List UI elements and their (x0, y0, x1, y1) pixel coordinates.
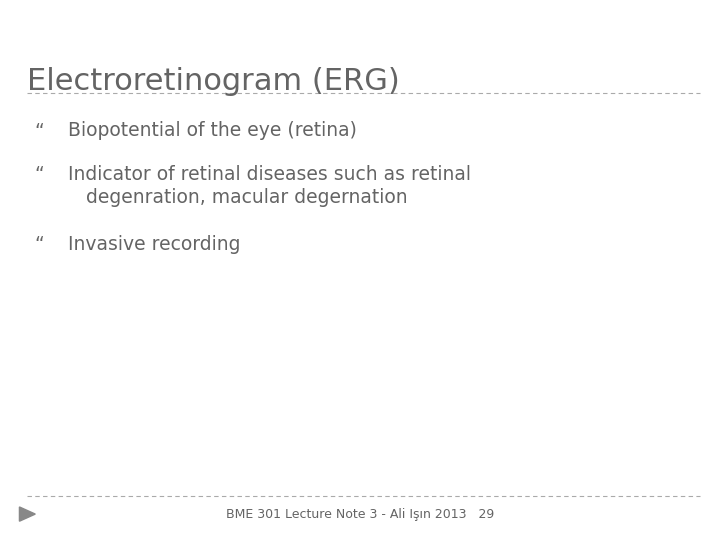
Text: “: “ (35, 235, 44, 254)
Text: Electroretinogram (ERG): Electroretinogram (ERG) (27, 68, 400, 97)
Text: Indicator of retinal diseases such as retinal
   degenration, macular degernatio: Indicator of retinal diseases such as re… (68, 165, 472, 207)
Text: BME 301 Lecture Note 3 - Ali Işın 2013   29: BME 301 Lecture Note 3 - Ali Işın 2013 2… (226, 508, 494, 521)
Text: Biopotential of the eye (retina): Biopotential of the eye (retina) (68, 122, 357, 140)
Text: “: “ (35, 122, 44, 140)
Polygon shape (19, 507, 35, 521)
Text: “: “ (35, 165, 44, 184)
Text: Invasive recording: Invasive recording (68, 235, 241, 254)
